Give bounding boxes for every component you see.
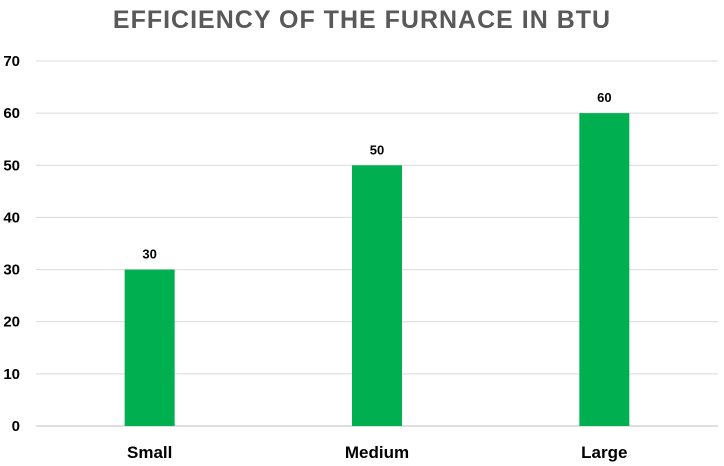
y-tick-label: 60 <box>3 105 20 122</box>
bar-small <box>124 269 175 426</box>
y-tick-label: 0 <box>12 418 20 435</box>
y-tick-label: 50 <box>3 157 20 174</box>
y-tick-label: 40 <box>3 209 20 226</box>
y-tick-label: 70 <box>3 53 20 70</box>
x-category-label: Medium <box>345 443 409 462</box>
bar-medium <box>352 165 402 427</box>
data-label: 30 <box>142 247 156 262</box>
chart-title: EFFICIENCY OF THE FURNACE IN BTU <box>112 6 612 34</box>
y-tick-label: 20 <box>3 314 20 331</box>
data-label: 50 <box>370 142 384 157</box>
x-category-label: Small <box>127 443 172 462</box>
y-tick-label: 30 <box>3 262 20 279</box>
x-category-label: Large <box>581 443 627 462</box>
bar-large <box>579 113 630 427</box>
data-label: 60 <box>597 90 611 105</box>
y-tick-label: 10 <box>3 366 20 383</box>
